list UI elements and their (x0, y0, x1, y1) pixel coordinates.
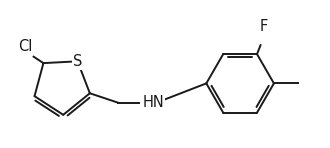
Text: F: F (260, 19, 268, 34)
Text: Cl: Cl (18, 39, 32, 54)
Text: S: S (73, 54, 82, 69)
Text: HN: HN (143, 95, 164, 110)
